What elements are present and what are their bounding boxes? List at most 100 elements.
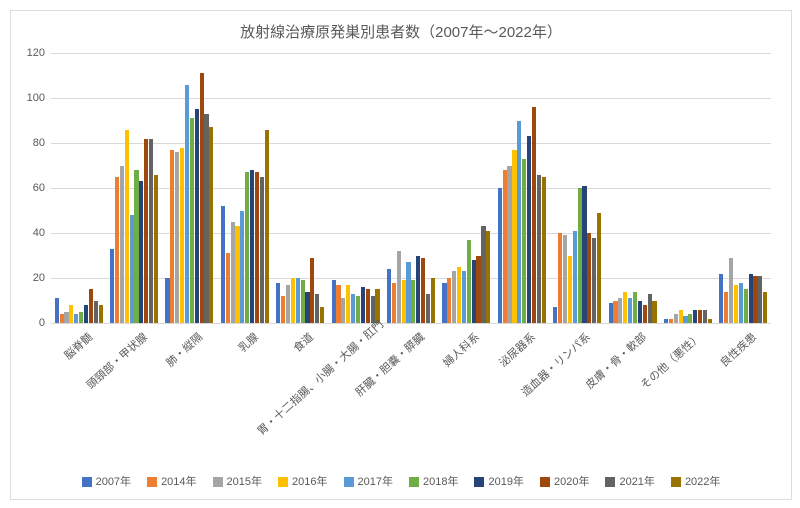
bar	[226, 253, 230, 323]
legend-swatch	[213, 477, 223, 487]
bar	[139, 181, 143, 323]
bar	[320, 307, 324, 323]
bar	[568, 256, 572, 324]
bar	[447, 278, 451, 323]
bar	[744, 289, 748, 323]
bar	[652, 301, 656, 324]
bar	[674, 314, 678, 323]
bar	[578, 188, 582, 323]
legend-item: 2017年	[344, 473, 393, 489]
bar	[532, 107, 536, 323]
legend-item: 2022年	[671, 473, 720, 489]
bar	[503, 170, 507, 323]
legend-swatch	[409, 477, 419, 487]
bar	[476, 256, 480, 324]
legend-swatch	[540, 477, 550, 487]
bar	[609, 303, 613, 323]
bar	[683, 316, 687, 323]
bar	[563, 235, 567, 323]
bar	[170, 150, 174, 323]
legend-label: 2021年	[619, 476, 654, 488]
bar	[669, 319, 673, 324]
legend-item: 2014年	[147, 473, 196, 489]
bar	[84, 305, 88, 323]
bar	[336, 285, 340, 323]
bar	[442, 283, 446, 324]
plot-inner: 020406080100120	[51, 53, 771, 323]
y-tick-label: 100	[27, 92, 45, 104]
bar	[204, 114, 208, 323]
bar	[426, 294, 430, 323]
legend-item: 2016年	[278, 473, 327, 489]
bar-group	[716, 53, 771, 323]
bar	[195, 109, 199, 323]
y-tick-label: 80	[33, 137, 45, 149]
bar-group	[273, 53, 328, 323]
bar	[89, 289, 93, 323]
bar	[276, 283, 280, 324]
bar	[250, 170, 254, 323]
x-axis-labels: 脳脊髄頭頸部・甲状腺肺・縦隔乳腺食道胃・十二指腸、小腸・大腸・肛門肝臓・胆嚢・膵…	[51, 325, 771, 445]
bar	[110, 249, 114, 323]
bar	[517, 121, 521, 324]
bar	[431, 278, 435, 323]
bar	[130, 215, 134, 323]
bar	[613, 301, 617, 324]
bar	[245, 172, 249, 323]
bar	[351, 294, 355, 323]
bar	[397, 251, 401, 323]
bar	[366, 289, 370, 323]
bar	[69, 305, 73, 323]
bar	[724, 292, 728, 324]
gridline	[51, 323, 771, 324]
bar	[99, 305, 103, 323]
bar	[472, 260, 476, 323]
bar	[688, 314, 692, 323]
bar	[281, 296, 285, 323]
bar	[527, 136, 531, 323]
chart-title: 放射線治療原発巣別患者数（2007年～2022年）	[11, 21, 791, 42]
bar	[315, 294, 319, 323]
bar	[582, 186, 586, 323]
legend-label: 2018年	[423, 476, 458, 488]
bar	[175, 152, 179, 323]
legend-label: 2022年	[685, 476, 720, 488]
bar	[265, 130, 269, 324]
bar	[74, 314, 78, 323]
legend-item: 2019年	[474, 473, 523, 489]
bar	[94, 301, 98, 324]
legend-label: 2020年	[554, 476, 589, 488]
bar	[633, 292, 637, 324]
bar	[457, 267, 461, 323]
bar	[481, 226, 485, 323]
bar	[628, 298, 632, 323]
bar	[416, 256, 420, 324]
legend-item: 2018年	[409, 473, 458, 489]
bar	[452, 271, 456, 323]
bar	[597, 213, 601, 323]
bar	[587, 233, 591, 323]
bar	[708, 319, 712, 324]
bar	[553, 307, 557, 323]
bar	[371, 296, 375, 323]
bar-group	[605, 53, 660, 323]
bar	[512, 150, 516, 323]
bar	[209, 127, 213, 323]
plot-area: 020406080100120	[51, 53, 771, 323]
bar	[332, 280, 336, 323]
bar	[703, 310, 707, 324]
bar	[235, 226, 239, 323]
y-tick-label: 20	[33, 272, 45, 284]
bar	[291, 278, 295, 323]
bar	[296, 278, 300, 323]
legend-swatch	[82, 477, 92, 487]
legend-item: 2015年	[213, 473, 262, 489]
legend-swatch	[344, 477, 354, 487]
bar	[558, 233, 562, 323]
bar	[255, 172, 259, 323]
bar	[301, 280, 305, 323]
bar-group	[383, 53, 438, 323]
bar	[618, 298, 622, 323]
bar	[60, 314, 64, 323]
legend-item: 2020年	[540, 473, 589, 489]
